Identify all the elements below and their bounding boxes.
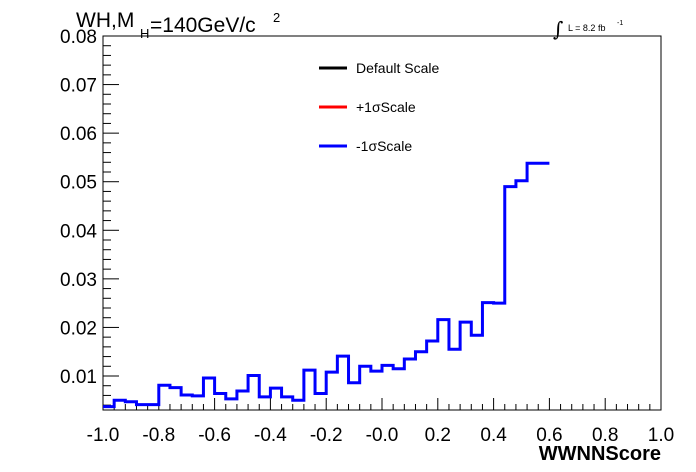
x-tick-label: -0.6 — [198, 425, 231, 446]
luminosity-label: ∫ L = 8.2 fb -1 — [553, 17, 623, 41]
x-tick-label: -1.0 — [87, 425, 120, 446]
title-subscript: H — [140, 26, 149, 41]
y-tick-label: 0.04 — [60, 221, 97, 242]
y-axis: 0.01 0.02 0.03 0.04 0.05 0.06 0.07 0.08 — [60, 27, 119, 406]
x-tick-label: 0.6 — [536, 425, 562, 446]
y-tick-label: 0.05 — [60, 173, 97, 194]
title-rest: =140GeV/c — [150, 14, 256, 37]
x-tick-label: -0.2 — [310, 425, 343, 446]
x-tick-label: -0.4 — [254, 425, 287, 446]
legend-label: -1σScale — [356, 138, 412, 154]
x-tick-label: 0.4 — [480, 425, 507, 446]
legend: Default Scale +1σScale -1σScale — [319, 60, 439, 154]
y-tick-label: 0.03 — [60, 270, 97, 291]
title-main: WH,M — [76, 9, 134, 32]
legend-label: Default Scale — [356, 60, 439, 76]
x-axis-title: WWNNScore — [539, 443, 661, 465]
x-tick-label: -0.0 — [366, 425, 399, 446]
series-line — [103, 161, 550, 409]
y-tick-label: 0.06 — [60, 124, 97, 145]
x-axis: -1.0 -0.8 -0.6 -0.4 -0.2 -0.0 0.2 0.4 0.6 0.8 1.0 — [87, 398, 674, 446]
x-tick-label: 1.0 — [648, 425, 674, 446]
y-tick-label: 0.08 — [60, 27, 97, 48]
x-tick-label: 0.2 — [425, 425, 451, 446]
x-tick-label: 0.8 — [592, 425, 618, 446]
chart-title: WH,M H =140GeV/c 2 — [76, 9, 280, 41]
plot-frame — [102, 35, 662, 411]
luminosity-superscript: -1 — [617, 20, 623, 27]
y-tick-label: 0.01 — [60, 367, 97, 388]
y-tick-label: 0.02 — [60, 318, 97, 339]
x-tick-label: -0.8 — [142, 425, 175, 446]
series-layer — [103, 161, 550, 409]
luminosity-text: L = 8.2 fb — [568, 23, 605, 33]
title-superscript: 2 — [273, 10, 280, 25]
y-tick-label: 0.07 — [60, 76, 97, 97]
integral-symbol: ∫ — [553, 17, 563, 41]
legend-label: +1σScale — [356, 99, 416, 115]
